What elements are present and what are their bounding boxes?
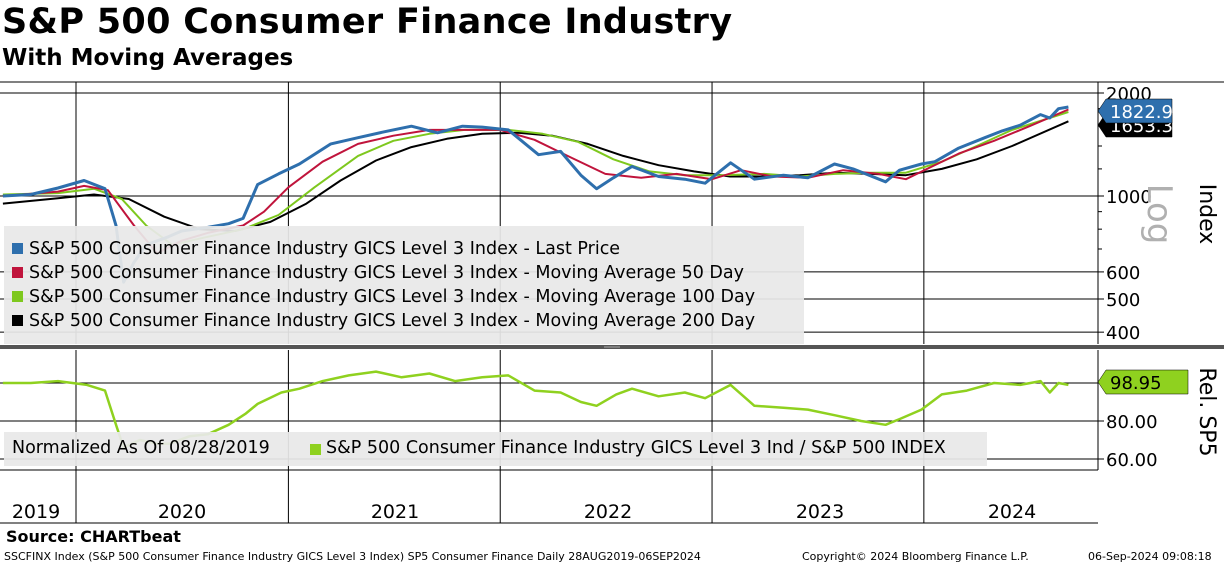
log-scale-label: Log	[1139, 184, 1179, 245]
price-tick-label: 400	[1106, 323, 1140, 344]
footer-timestamp: 06-Sep-2024 09:08:18	[1088, 550, 1212, 563]
last-price-tag-shape	[1097, 98, 1173, 124]
axis-labels: 2000100060050040080.0060.001653.321822.9…	[12, 84, 1219, 523]
legend-item-ma50: S&P 500 Consumer Finance Industry GICS L…	[12, 263, 744, 283]
chart-subtitle: With Moving Averages	[2, 45, 294, 71]
legend-swatch-relative	[310, 444, 321, 455]
chart-title: S&P 500 Consumer Finance Industry	[2, 2, 733, 42]
legend-label-ma100: S&P 500 Consumer Finance Industry GICS L…	[29, 287, 756, 307]
x-axis-year-label: 2019	[12, 501, 60, 523]
legend-label-relative: S&P 500 Consumer Finance Industry GICS L…	[326, 438, 946, 458]
rel-axis-label: Rel. SP5	[1194, 367, 1219, 456]
legend-main: S&P 500 Consumer Finance Industry GICS L…	[4, 226, 804, 344]
x-axis-year-label: 2022	[584, 501, 632, 523]
relative-value-tag-shape	[1097, 369, 1189, 395]
legend-label-ma200: S&P 500 Consumer Finance Industry GICS L…	[29, 311, 756, 331]
axes-group	[0, 81, 1224, 524]
legend-swatch-ma50	[12, 267, 23, 278]
source-label: Source: CHARTbeat	[6, 527, 181, 546]
x-axis-year-label: 2023	[796, 501, 844, 523]
legend-normalized-label: Normalized As Of 08/28/2019	[12, 438, 270, 458]
legend-swatch-last-price	[12, 243, 23, 254]
x-axis-year-label: 2020	[158, 501, 206, 523]
rel-tick-label: 60.00	[1106, 450, 1158, 471]
relative-value-tag-text: 98.95	[1110, 373, 1162, 394]
legend-swatch-ma200	[12, 315, 23, 326]
x-axis-year-label: 2024	[988, 501, 1036, 523]
legend-item-ma100: S&P 500 Consumer Finance Industry GICS L…	[12, 287, 755, 307]
relative-value-tag: 98.95	[1097, 369, 1189, 395]
footer-copyright: Copyright© 2024 Bloomberg Finance L.P.	[802, 550, 1029, 563]
price-tick-label: 1000	[1106, 187, 1152, 208]
rel-tick-label: 80.00	[1106, 412, 1158, 433]
series-ma200	[2, 120, 1069, 232]
index-axis-label: Index	[1194, 184, 1219, 245]
x-axis-year-label: 2021	[371, 501, 419, 523]
legend-label-ma50: S&P 500 Consumer Finance Industry GICS L…	[29, 263, 744, 283]
legend-swatch-ma100	[12, 291, 23, 302]
legend-label-last-price: S&P 500 Consumer Finance Industry GICS L…	[29, 239, 621, 259]
price-tick-label: 600	[1106, 263, 1140, 284]
legend-item-ma200: S&P 500 Consumer Finance Industry GICS L…	[12, 311, 755, 331]
last-price-tag-text: 1822.97	[1110, 102, 1184, 123]
last-price-tag: 1822.97	[1097, 98, 1184, 124]
footer-left: SSCFINX Index (S&P 500 Consumer Finance …	[4, 550, 701, 563]
legend-item-last-price: S&P 500 Consumer Finance Industry GICS L…	[12, 239, 620, 259]
price-tick-label: 500	[1106, 290, 1140, 311]
legend-relative: Normalized As Of 08/28/2019 S&P 500 Cons…	[4, 432, 987, 466]
